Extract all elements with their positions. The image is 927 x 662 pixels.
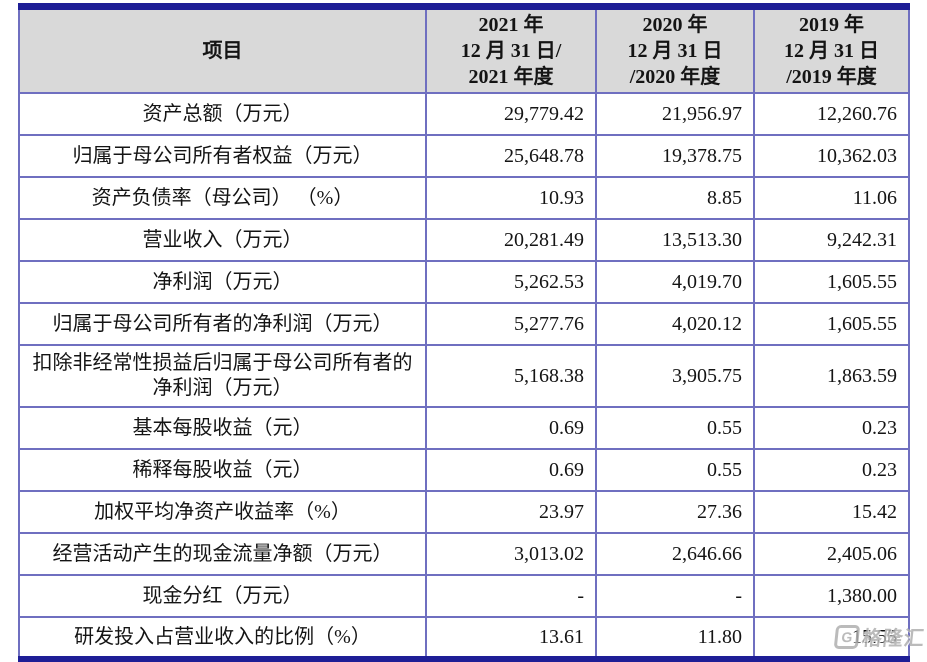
value-2020: 0.55 bbox=[595, 406, 755, 450]
row-label: 经营活动产生的现金流量净额（万元） bbox=[18, 532, 427, 576]
value-2021: - bbox=[425, 574, 597, 618]
value-2019: 0.23 bbox=[753, 448, 910, 492]
table-row: 资产总额（万元） 29,779.42 21,956.97 12,260.76 bbox=[18, 92, 910, 136]
value-2020: 27.36 bbox=[595, 490, 755, 534]
value-2019: 15.42 bbox=[753, 490, 910, 534]
header-2020-column: 2020 年 12 月 31 日 /2020 年度 bbox=[595, 5, 755, 94]
table-row: 营业收入（万元） 20,281.49 13,513.30 9,242.31 bbox=[18, 218, 910, 262]
row-label: 资产总额（万元） bbox=[18, 92, 427, 136]
value-2020: 8.85 bbox=[595, 176, 755, 220]
row-label: 研发投入占营业收入的比例（%） bbox=[18, 616, 427, 660]
value-2020: 0.55 bbox=[595, 448, 755, 492]
row-label: 归属于母公司所有者权益（万元） bbox=[18, 134, 427, 178]
row-label: 归属于母公司所有者的净利润（万元） bbox=[18, 302, 427, 346]
value-2020: 19,378.75 bbox=[595, 134, 755, 178]
value-2019: 9,242.31 bbox=[753, 218, 910, 262]
value-2020: 4,019.70 bbox=[595, 260, 755, 304]
header-2019-column: 2019 年 12 月 31 日 /2019 年度 bbox=[753, 5, 910, 94]
value-2020: 2,646.66 bbox=[595, 532, 755, 576]
value-2021: 13.61 bbox=[425, 616, 597, 660]
table-row: 经营活动产生的现金流量净额（万元） 3,013.02 2,646.66 2,405.0… bbox=[18, 532, 910, 576]
value-2020: 13,513.30 bbox=[595, 218, 755, 262]
gelonghui-logo-icon: G bbox=[833, 624, 861, 649]
value-2019: 2,405.06 bbox=[753, 532, 910, 576]
value-2020: 4,020.12 bbox=[595, 302, 755, 346]
table-row: 扣除非经常性损益后归属于母公司所有者的净利润（万元） 5,168.38 3,905.… bbox=[18, 344, 910, 408]
value-2019: 12,260.76 bbox=[753, 92, 910, 136]
table-row: 加权平均净资产收益率（%） 23.97 27.36 15.42 bbox=[18, 490, 910, 534]
table-row: 归属于母公司所有者权益（万元） 25,648.78 19,378.75 10,362.… bbox=[18, 134, 910, 178]
row-label: 营业收入（万元） bbox=[18, 218, 427, 262]
row-label: 稀释每股收益（元） bbox=[18, 448, 427, 492]
value-2021: 29,779.42 bbox=[425, 92, 597, 136]
header-item-column: 项目 bbox=[18, 5, 427, 94]
table-row: 净利润（万元） 5,262.53 4,019.70 1,605.55 bbox=[18, 260, 910, 304]
table-row: 基本每股收益（元） 0.69 0.55 0.23 bbox=[18, 406, 910, 450]
table-body: 资产总额（万元） 29,779.42 21,956.97 12,260.76 归属于母公… bbox=[18, 92, 910, 660]
watermark: G 格隆汇 bbox=[833, 622, 926, 651]
row-label: 基本每股收益（元） bbox=[18, 406, 427, 450]
value-2021: 10.93 bbox=[425, 176, 597, 220]
value-2020: 11.80 bbox=[595, 616, 755, 660]
row-label: 资产负债率（母公司） （%） bbox=[18, 176, 427, 220]
table-row: 现金分红（万元） - -1,380.00 bbox=[18, 574, 910, 618]
value-2019: 1,380.00 bbox=[753, 574, 910, 618]
value-2021: 5,277.76 bbox=[425, 302, 597, 346]
financial-summary-table: 项目 2021 年 12 月 31 日/ 2021 年度 2020 年 12 月… bbox=[18, 3, 910, 662]
header-2021-column: 2021 年 12 月 31 日/ 2021 年度 bbox=[425, 5, 597, 94]
value-2020: 21,956.97 bbox=[595, 92, 755, 136]
row-label: 净利润（万元） bbox=[18, 260, 427, 304]
table-row: 稀释每股收益（元） 0.69 0.55 0.23 bbox=[18, 448, 910, 492]
value-2019: 11.06 bbox=[753, 176, 910, 220]
value-2020: - bbox=[595, 574, 755, 618]
value-2021: 3,013.02 bbox=[425, 532, 597, 576]
value-2019: 15.55 bbox=[753, 616, 910, 660]
table-row: 归属于母公司所有者的净利润（万元） 5,277.76 4,020.12 1,605.5… bbox=[18, 302, 910, 346]
value-2019: 1,605.55 bbox=[753, 260, 910, 304]
value-2021: 5,262.53 bbox=[425, 260, 597, 304]
value-2021: 25,648.78 bbox=[425, 134, 597, 178]
header-row: 项目 2021 年 12 月 31 日/ 2021 年度 2020 年 12 月… bbox=[18, 5, 910, 94]
value-2019: 1,605.55 bbox=[753, 302, 910, 346]
row-label: 现金分红（万元） bbox=[18, 574, 427, 618]
value-2021: 0.69 bbox=[425, 448, 597, 492]
value-2021: 5,168.38 bbox=[425, 344, 597, 408]
value-2021: 23.97 bbox=[425, 490, 597, 534]
value-2019: 0.23 bbox=[753, 406, 910, 450]
value-2021: 20,281.49 bbox=[425, 218, 597, 262]
watermark-text: 格隆汇 bbox=[860, 628, 926, 650]
value-2021: 0.69 bbox=[425, 406, 597, 450]
value-2019: 10,362.03 bbox=[753, 134, 910, 178]
row-label: 加权平均净资产收益率（%） bbox=[18, 490, 427, 534]
table-row: 资产负债率（母公司） （%） 10.93 8.85 11.06 bbox=[18, 176, 910, 220]
table-row: 研发投入占营业收入的比例（%） 13.61 11.80 15.55 bbox=[18, 616, 910, 660]
value-2019: 1,863.59 bbox=[753, 344, 910, 408]
row-label: 扣除非经常性损益后归属于母公司所有者的净利润（万元） bbox=[18, 344, 427, 408]
value-2020: 3,905.75 bbox=[595, 344, 755, 408]
